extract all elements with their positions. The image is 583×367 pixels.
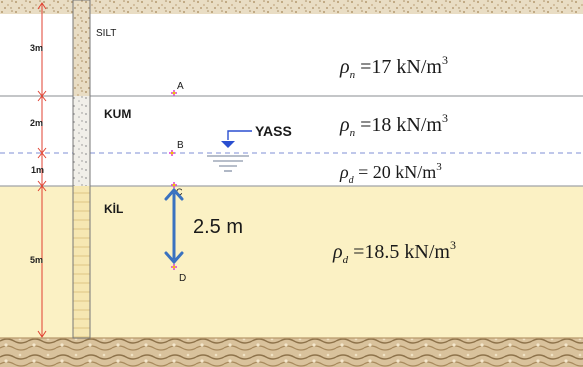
thickness-label-kum: 2m bbox=[30, 118, 43, 128]
layer-name-kum: KUM bbox=[104, 107, 131, 121]
borehole-column bbox=[72, 0, 91, 339]
clay-layer bbox=[0, 186, 583, 338]
density-equation-kum-saturated: ρd = 20 kN/m3 bbox=[339, 161, 442, 186]
bedrock-band bbox=[0, 338, 583, 367]
thickness-label-clay: 5m bbox=[30, 255, 43, 265]
point-label-a: A bbox=[177, 81, 184, 92]
point-label-c: C bbox=[176, 187, 183, 197]
layer-name-clay: KİL bbox=[104, 201, 123, 216]
density-equation-kum: ρn =18 kN/m3 bbox=[339, 111, 448, 139]
point-marker-d bbox=[171, 264, 177, 270]
water-table-label: YASS bbox=[255, 123, 292, 139]
kum-layer bbox=[0, 96, 583, 186]
water-table-symbol bbox=[207, 130, 252, 172]
distance-arrow bbox=[164, 187, 184, 265]
point-marker-a bbox=[171, 90, 177, 96]
point-marker-b bbox=[169, 150, 175, 156]
distance-label: 2.5 m bbox=[193, 216, 243, 238]
silt-layer bbox=[0, 14, 583, 96]
point-label-b: B bbox=[177, 140, 184, 151]
thickness-label-kum-lower: 1m bbox=[31, 165, 44, 175]
point-label-d: D bbox=[179, 273, 186, 284]
silt-surface-band bbox=[0, 0, 583, 14]
point-marker-c bbox=[171, 182, 177, 188]
depth-dimension bbox=[37, 2, 47, 338]
density-equation-clay: ρd =18.5 kN/m3 bbox=[332, 238, 456, 266]
thickness-label-silt: 3m bbox=[30, 43, 43, 53]
density-equation-silt: ρn =17 kN/m3 bbox=[339, 53, 448, 81]
layer-name-silt: SILT bbox=[96, 28, 116, 39]
